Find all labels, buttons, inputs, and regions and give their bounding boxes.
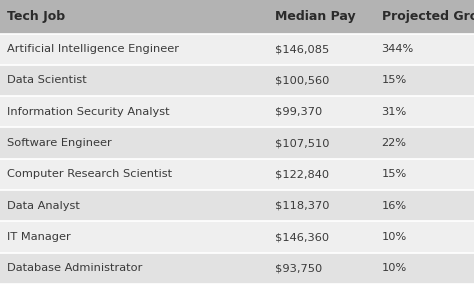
Text: $100,560: $100,560 — [275, 76, 329, 85]
Bar — [0, 65, 474, 96]
Bar — [0, 96, 474, 128]
Text: Median Pay: Median Pay — [275, 10, 356, 23]
Bar — [0, 0, 474, 34]
Text: 344%: 344% — [382, 44, 414, 54]
Text: $93,750: $93,750 — [275, 263, 322, 273]
Text: Software Engineer: Software Engineer — [7, 138, 112, 148]
Text: $122,840: $122,840 — [275, 170, 329, 179]
Text: 31%: 31% — [382, 107, 407, 117]
Text: Data Analyst: Data Analyst — [7, 201, 80, 211]
Text: 16%: 16% — [382, 201, 407, 211]
Bar — [0, 190, 474, 222]
Text: $146,360: $146,360 — [275, 232, 329, 242]
Text: 22%: 22% — [382, 138, 407, 148]
Text: IT Manager: IT Manager — [7, 232, 71, 242]
Text: Information Security Analyst: Information Security Analyst — [7, 107, 170, 117]
Text: $99,370: $99,370 — [275, 107, 322, 117]
Text: Tech Job: Tech Job — [7, 10, 65, 23]
Bar — [0, 253, 474, 284]
Text: Database Administrator: Database Administrator — [7, 263, 143, 273]
Text: Artificial Intelligence Engineer: Artificial Intelligence Engineer — [7, 44, 179, 54]
Text: 15%: 15% — [382, 76, 407, 85]
Text: $146,085: $146,085 — [275, 44, 329, 54]
Text: Projected Growth Rate: Projected Growth Rate — [382, 10, 474, 23]
Bar — [0, 159, 474, 190]
Text: Computer Research Scientist: Computer Research Scientist — [7, 170, 172, 179]
Text: $118,370: $118,370 — [275, 201, 329, 211]
Text: 10%: 10% — [382, 232, 407, 242]
Text: Data Scientist: Data Scientist — [7, 76, 87, 85]
Text: 15%: 15% — [382, 170, 407, 179]
Text: $107,510: $107,510 — [275, 138, 329, 148]
Bar — [0, 128, 474, 159]
Bar — [0, 34, 474, 65]
Text: 10%: 10% — [382, 263, 407, 273]
Bar — [0, 222, 474, 253]
